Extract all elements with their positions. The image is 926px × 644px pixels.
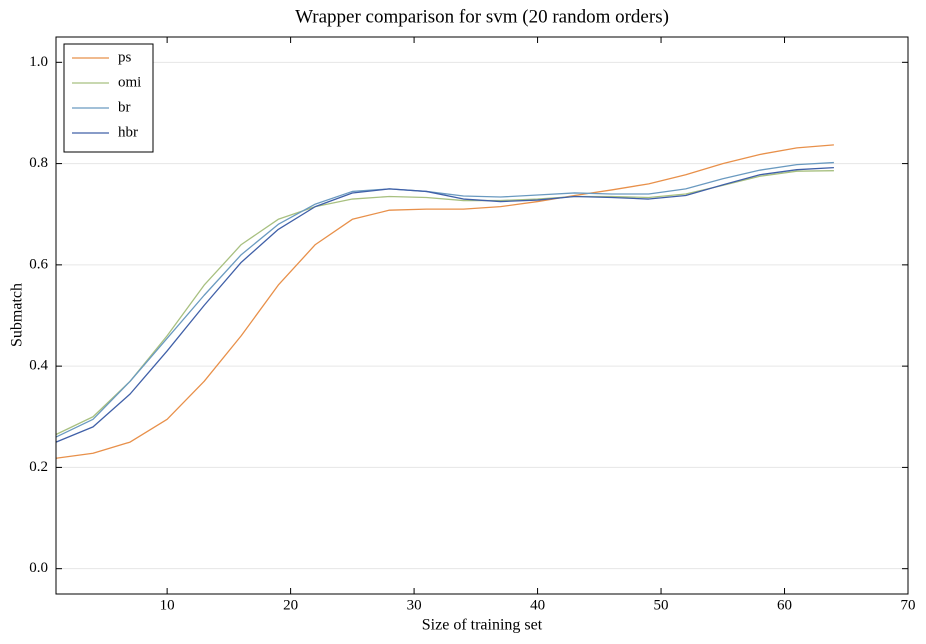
x-tick-label: 20 (283, 597, 298, 613)
series-line (55, 170, 834, 436)
legend-box (63, 43, 154, 153)
series-line (55, 166, 834, 443)
legend-label: hbr (118, 124, 138, 140)
y-tick-label: 0.4 (29, 358, 48, 374)
x-tick-label: 10 (160, 597, 175, 613)
x-tick-label: 70 (901, 597, 916, 613)
x-tick-label: 40 (530, 597, 545, 613)
series-line (55, 161, 834, 438)
x-tick-label: 60 (777, 597, 792, 613)
x-tick-label: 30 (407, 597, 422, 613)
y-axis-label: Submatch (9, 283, 26, 347)
x-tick-label: 50 (654, 597, 669, 613)
legend-label: omi (118, 74, 141, 90)
chart-title: Wrapper comparison for svm (20 random or… (295, 6, 669, 27)
y-tick-label: 0.2 (29, 459, 48, 475)
x-axis-label: Size of training set (422, 617, 543, 634)
grid (56, 61, 908, 570)
legend: ps omi br hbr (63, 43, 154, 153)
y-tick-label: 0.6 (29, 256, 48, 272)
legend-label: br (118, 99, 131, 115)
series-line (55, 144, 834, 459)
plot-frame (55, 36, 909, 595)
y-tick-label: 0.8 (29, 155, 48, 171)
y-tick-label: 0.0 (29, 560, 48, 576)
plot-lines (55, 144, 834, 459)
legend-label: ps (118, 49, 132, 65)
y-tick-label: 1.0 (29, 54, 48, 70)
ticks: 0.0 0.2 0.4 0.6 0.8 1.0 10 20 30 40 50 60 70 (29, 37, 916, 613)
